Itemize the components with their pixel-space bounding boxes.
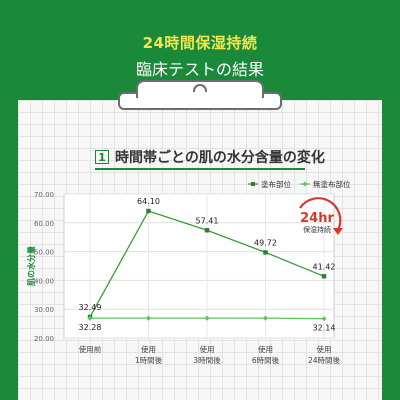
y-tick-label: 30.00 (34, 306, 54, 314)
data-point (263, 250, 268, 255)
page-title: 24時間保湿持続 (142, 34, 258, 52)
page-subtitle: 臨床テストの結果 (135, 60, 264, 79)
x-tick-label: 使用 (317, 344, 332, 354)
data-point (321, 274, 327, 279)
x-tick-label: 1時間後 (135, 355, 163, 365)
data-label: 49.72 (254, 238, 277, 247)
data-point (262, 315, 269, 321)
x-tick-label: 使用 (258, 344, 273, 354)
badge-sub-text: 保湿持続 (303, 225, 331, 234)
data-point (146, 208, 151, 214)
data-point (204, 315, 210, 321)
badge-arrow-icon (333, 228, 343, 235)
y-tick-label: 20.00 (34, 335, 54, 343)
data-label: 32.28 (79, 323, 102, 332)
header: 24時間保湿持続 臨床テストの結果 (0, 0, 400, 95)
data-label: 41.42 (313, 262, 336, 271)
data-label: 57.41 (196, 216, 219, 225)
badge-main-text: 24hr (300, 211, 334, 226)
data-label: 64.10 (137, 197, 160, 206)
legend-label-unapplied: 無塗布部位 (313, 179, 351, 189)
y-tick-label: 50.00 (34, 249, 54, 257)
data-label: 32.49 (79, 303, 102, 312)
legend-marker-applied (251, 182, 255, 186)
badge-arc-icon (299, 197, 342, 231)
chart-title-underline (95, 168, 305, 170)
y-tick-label: 40.00 (34, 277, 54, 285)
chart-heading: 1 時間帯ごとの肌の水分含量の変化 (95, 148, 325, 166)
y-axis-label: 肌の水分量 (26, 246, 36, 287)
clipboard-clip-ring (193, 84, 207, 92)
x-tick-label: 使用前 (79, 344, 102, 354)
x-tick-label: 使用 (141, 344, 156, 354)
y-tick-label: 60.00 (34, 220, 54, 228)
data-label: 32.14 (313, 324, 336, 333)
chart-title: 時間帯ごとの肌の水分含量の変化 (115, 150, 325, 166)
y-tick-label: 70.00 (34, 191, 54, 199)
data-point (204, 228, 210, 233)
plot-area (63, 193, 335, 339)
legend-marker-unapplied (302, 181, 308, 187)
x-tick-label: 使用 (200, 344, 215, 354)
data-point (87, 315, 93, 321)
x-tick-label: 3時間後 (193, 355, 221, 365)
data-point (321, 316, 327, 322)
data-point (145, 315, 152, 321)
section-number-badge: 1 (95, 150, 109, 164)
legend-label-applied: 塗布部位 (261, 179, 291, 189)
x-tick-label: 24時間後 (308, 355, 341, 365)
x-tick-label: 6時間後 (252, 355, 280, 365)
